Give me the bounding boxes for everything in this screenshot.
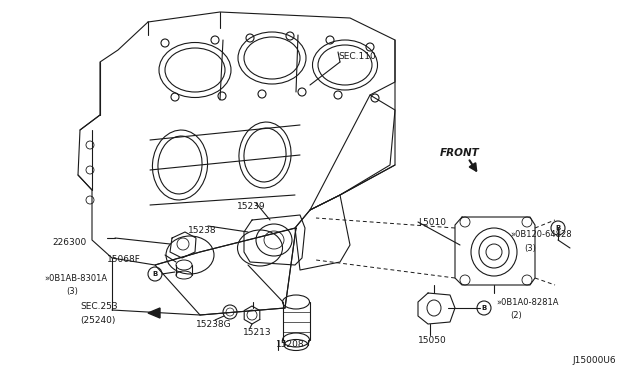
Text: B: B — [152, 271, 157, 277]
Text: 15050: 15050 — [418, 336, 447, 345]
Text: 15239: 15239 — [237, 202, 266, 211]
Text: SEC.110: SEC.110 — [338, 52, 376, 61]
Text: 15238G: 15238G — [196, 320, 232, 329]
Polygon shape — [148, 308, 160, 318]
Text: (3): (3) — [66, 287, 78, 296]
Text: (2): (2) — [510, 311, 522, 320]
Text: (25240): (25240) — [80, 316, 115, 325]
Text: B: B — [481, 305, 486, 311]
Text: 15208: 15208 — [276, 340, 305, 349]
Text: FRONT: FRONT — [440, 148, 480, 158]
Text: 15238: 15238 — [188, 226, 216, 235]
Text: L5010: L5010 — [418, 218, 446, 227]
Text: SEC.253: SEC.253 — [80, 302, 118, 311]
Text: »0B1A0-8281A: »0B1A0-8281A — [496, 298, 559, 307]
Text: B: B — [556, 225, 561, 231]
Text: »0B120-64828: »0B120-64828 — [510, 230, 572, 239]
Text: 15213: 15213 — [243, 328, 271, 337]
Text: »0B1AB-8301A: »0B1AB-8301A — [44, 274, 107, 283]
Text: 226300: 226300 — [52, 238, 86, 247]
Text: J15000U6: J15000U6 — [572, 356, 616, 365]
Text: (3): (3) — [524, 244, 536, 253]
Text: 15068F: 15068F — [107, 255, 141, 264]
